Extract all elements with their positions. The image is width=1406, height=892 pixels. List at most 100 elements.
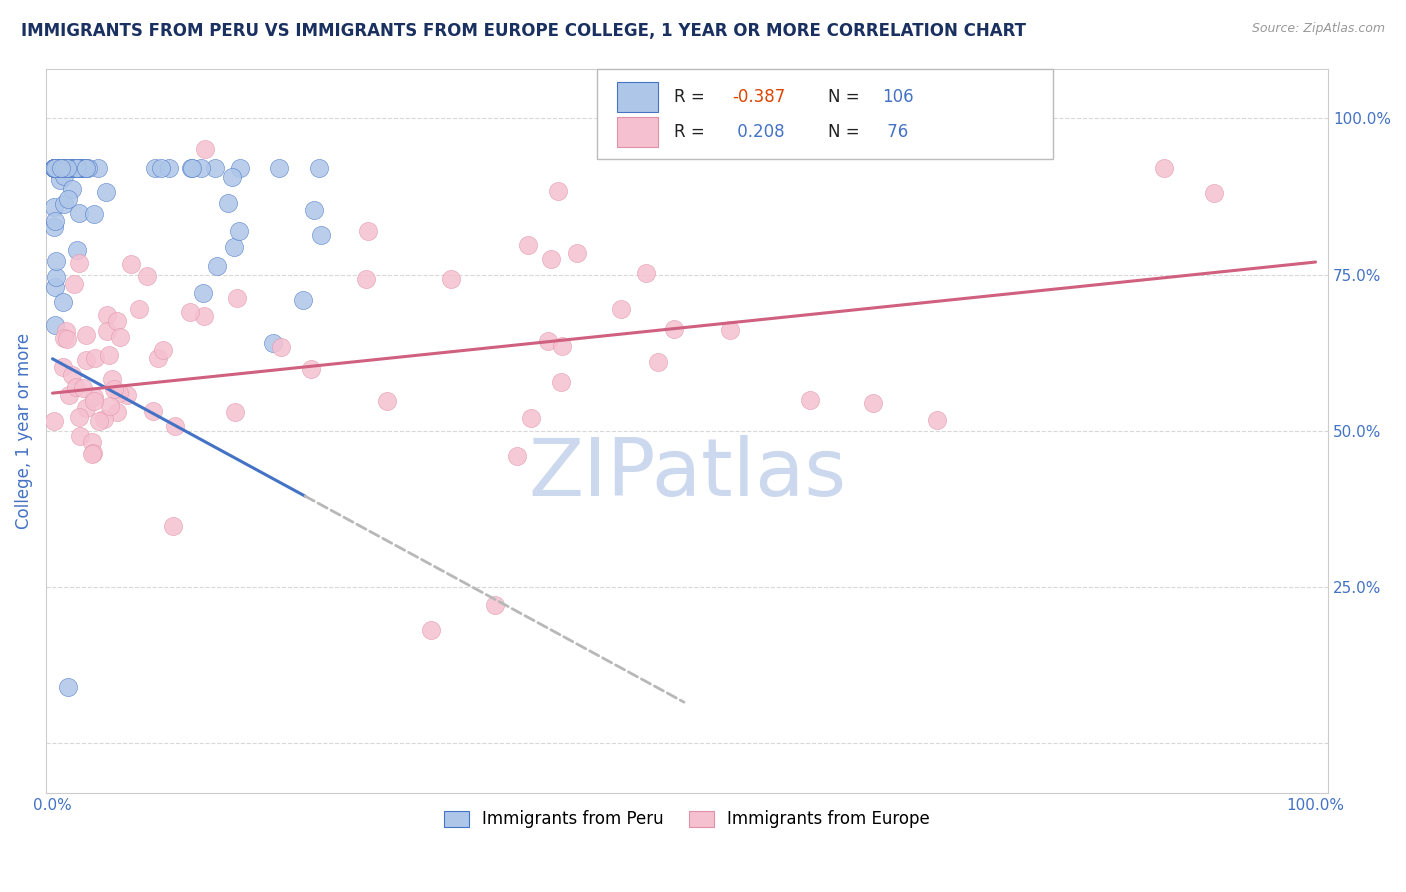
Point — [100, 399, 122, 413]
Point — [67, 161, 90, 176]
Point — [52, 161, 75, 176]
Point — [45, 161, 67, 176]
Point — [142, 404, 165, 418]
Text: Source: ZipAtlas.com: Source: ZipAtlas.com — [1251, 22, 1385, 36]
Point — [66, 243, 89, 257]
Point — [375, 393, 398, 408]
Point — [267, 161, 290, 176]
Point — [51, 161, 73, 176]
Point — [56, 332, 79, 346]
Point — [647, 354, 669, 368]
Point — [65, 161, 87, 176]
Point — [42, 161, 65, 176]
Point — [48, 161, 70, 176]
Text: ZIPatlas: ZIPatlas — [529, 435, 846, 513]
Point — [52, 161, 75, 176]
Point — [120, 257, 142, 271]
Point — [262, 336, 284, 351]
Point — [48, 161, 70, 176]
Point — [309, 227, 332, 242]
Point — [45, 161, 67, 176]
Point — [51, 161, 73, 176]
Point — [520, 411, 543, 425]
Point — [48, 161, 70, 176]
Point — [163, 419, 186, 434]
Point — [97, 348, 120, 362]
Point — [80, 447, 103, 461]
Point — [718, 323, 741, 337]
Text: IMMIGRANTS FROM PERU VS IMMIGRANTS FROM EUROPE COLLEGE, 1 YEAR OR MORE CORRELATI: IMMIGRANTS FROM PERU VS IMMIGRANTS FROM … — [21, 22, 1026, 40]
Point — [65, 161, 87, 176]
Point — [44, 161, 66, 176]
Point — [53, 197, 76, 211]
Point — [799, 392, 821, 407]
Point — [1204, 186, 1226, 201]
Point — [420, 624, 443, 638]
Point — [105, 314, 128, 328]
Point — [547, 185, 569, 199]
Point — [357, 224, 380, 238]
Point — [44, 220, 66, 235]
Point — [75, 401, 97, 415]
Point — [988, 143, 1011, 157]
Point — [58, 388, 80, 402]
Point — [516, 237, 538, 252]
Text: N =: N = — [828, 88, 865, 106]
Point — [204, 161, 226, 176]
Point — [55, 161, 77, 176]
Point — [52, 161, 75, 176]
Point — [45, 253, 67, 268]
Point — [44, 161, 66, 176]
Point — [96, 308, 118, 322]
Point — [53, 161, 76, 176]
Point — [83, 393, 105, 408]
Point — [150, 161, 173, 176]
Point — [152, 343, 174, 358]
Point — [42, 161, 65, 176]
Point — [48, 173, 70, 187]
Point — [60, 161, 83, 176]
Point — [42, 200, 65, 214]
Point — [51, 161, 73, 176]
Point — [224, 239, 246, 253]
Point — [52, 161, 75, 176]
Text: 106: 106 — [882, 88, 914, 106]
Point — [505, 449, 527, 463]
Point — [136, 269, 159, 284]
Point — [115, 388, 138, 402]
Point — [53, 169, 76, 184]
Point — [440, 272, 463, 286]
Point — [193, 310, 215, 324]
Point — [70, 161, 93, 176]
Point — [217, 196, 239, 211]
Point — [56, 161, 79, 176]
Point — [62, 161, 84, 176]
Point — [550, 376, 572, 390]
Point — [103, 383, 125, 397]
Point — [67, 410, 90, 425]
Point — [128, 302, 150, 317]
Point — [53, 330, 76, 344]
Point — [55, 161, 77, 176]
Point — [862, 396, 884, 410]
Point — [55, 324, 77, 338]
Point — [157, 161, 180, 176]
Point — [70, 161, 93, 176]
Point — [87, 161, 110, 176]
Point — [101, 371, 124, 385]
Point — [229, 161, 252, 176]
Point — [82, 445, 104, 459]
Point — [52, 161, 75, 176]
Point — [93, 412, 115, 426]
Point — [44, 214, 66, 228]
Point — [537, 334, 560, 348]
Point — [56, 680, 79, 694]
Legend: Immigrants from Peru, Immigrants from Europe: Immigrants from Peru, Immigrants from Eu… — [437, 804, 936, 835]
Point — [162, 519, 184, 533]
Point — [662, 322, 685, 336]
Point — [484, 599, 506, 613]
Point — [42, 161, 65, 176]
Point — [55, 161, 77, 176]
Text: 0.208: 0.208 — [733, 123, 785, 141]
Point — [48, 161, 70, 176]
